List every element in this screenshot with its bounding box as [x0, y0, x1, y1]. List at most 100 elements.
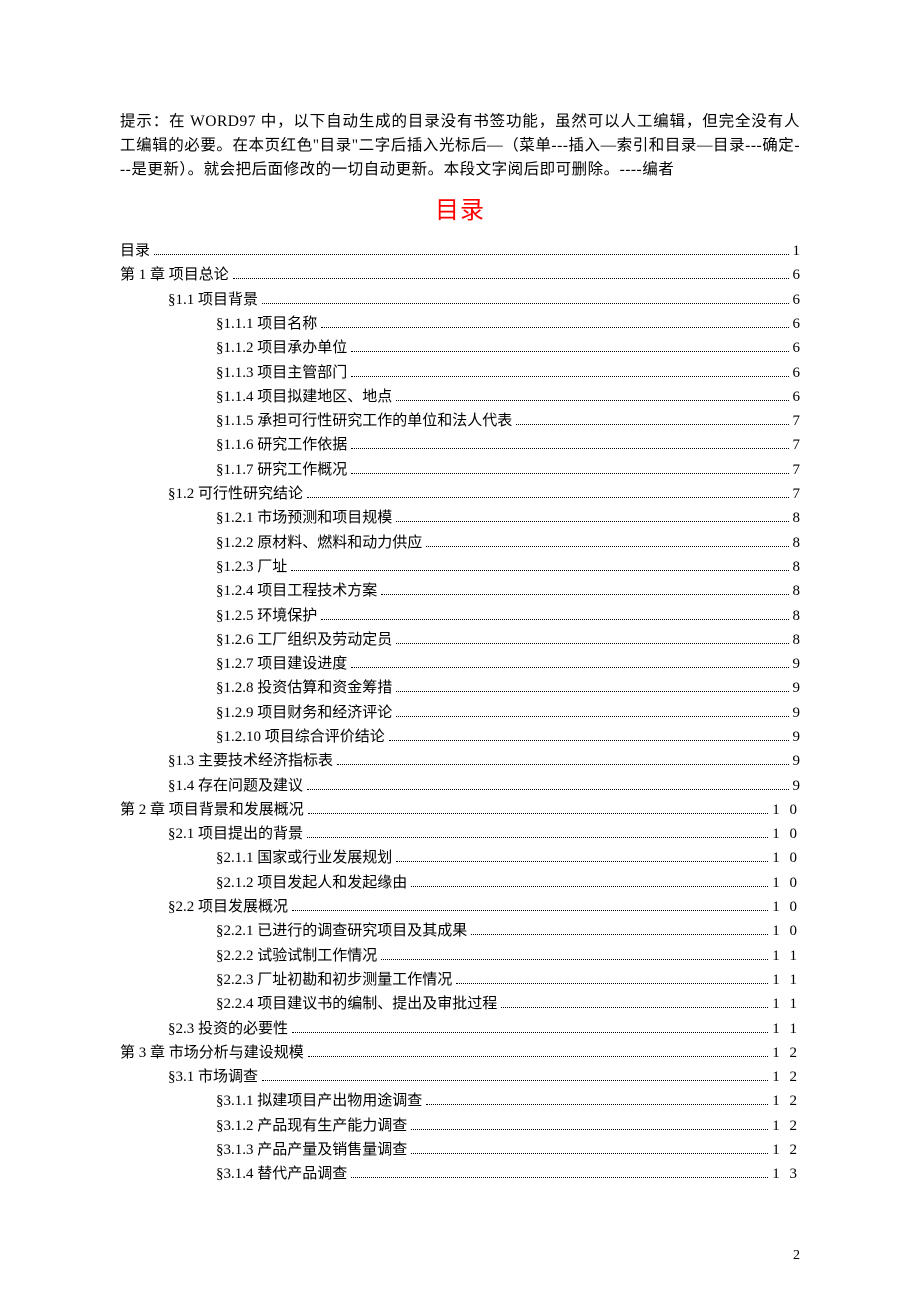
toc-entry[interactable]: §2.2.4 项目建议书的编制、提出及审批过程 1 1 — [120, 992, 800, 1016]
toc-entry-page: 1 2 — [772, 1089, 800, 1113]
toc-entry-page: 1 1 — [772, 968, 800, 992]
toc-entry[interactable]: 第 2 章 项目背景和发展概况1 0 — [120, 798, 800, 822]
toc-entry[interactable]: §3.1.4 替代产品调查1 3 — [120, 1162, 800, 1186]
toc-leader-dots — [501, 1007, 768, 1008]
toc-entry-label: §1.2.4 项目工程技术方案 — [216, 579, 377, 603]
toc-leader-dots — [396, 691, 788, 692]
toc-entry[interactable]: §2.1.2 项目发起人和发起缘由1 0 — [120, 871, 800, 895]
toc-leader-dots — [396, 861, 768, 862]
toc-entry-label: §1.1.3 项目主管部门 — [216, 361, 347, 385]
toc-leader-dots — [291, 570, 788, 571]
toc-entry[interactable]: §1.2.9 项目财务和经济评论9 — [120, 701, 800, 725]
toc-entry[interactable]: 第 1 章 项目总论6 — [120, 263, 800, 287]
toc-entry-label: §1.1.7 研究工作概况 — [216, 458, 347, 482]
toc-entry[interactable]: §1.2.1 市场预测和项目规模8 — [120, 506, 800, 530]
toc-entry-label: §1.2.1 市场预测和项目规模 — [216, 506, 392, 530]
toc-entry-page: 1 3 — [772, 1162, 800, 1186]
toc-entry-page: 7 — [793, 458, 801, 482]
toc-leader-dots — [426, 1104, 768, 1105]
toc-entry-page: 1 2 — [772, 1041, 800, 1065]
toc-leader-dots — [262, 1080, 768, 1081]
toc-entry-page: 1 0 — [772, 871, 800, 895]
toc-entry-page: 1 0 — [772, 919, 800, 943]
toc-entry-label: §2.2.3 厂址初勘和初步测量工作情况 — [216, 968, 452, 992]
toc-entry[interactable]: §2.2.3 厂址初勘和初步测量工作情况 1 1 — [120, 968, 800, 992]
toc-leader-dots — [307, 837, 768, 838]
toc-entry-label: §1.2.8 投资估算和资金筹措 — [216, 676, 392, 700]
toc-entry-page: 6 — [793, 312, 801, 336]
toc-entry[interactable]: §3.1.2 产品现有生产能力调查1 2 — [120, 1114, 800, 1138]
toc-leader-dots — [396, 521, 788, 522]
toc-entry-page: 9 — [793, 774, 801, 798]
toc-entry[interactable]: §1.1.4 项目拟建地区、地点6 — [120, 385, 800, 409]
toc-entry[interactable]: §3.1.1 拟建项目产出物用途调查1 2 — [120, 1089, 800, 1113]
toc-leader-dots — [426, 546, 788, 547]
toc-entry[interactable]: §1.2.6 工厂组织及劳动定员8 — [120, 628, 800, 652]
toc-leader-dots — [351, 351, 788, 352]
toc-entry[interactable]: §1.2.2 原材料、燃料和动力供应8 — [120, 531, 800, 555]
toc-entry[interactable]: §2.1 项目提出的背景1 0 — [120, 822, 800, 846]
toc-leader-dots — [389, 740, 789, 741]
toc-entry[interactable]: §1.1.2 项目承办单位6 — [120, 336, 800, 360]
toc-entry-label: §1.3 主要技术经济指标表 — [168, 749, 333, 773]
toc-leader-dots — [381, 594, 788, 595]
toc-entry-label: §2.3 投资的必要性 — [168, 1017, 288, 1041]
toc-entry-page: 6 — [793, 336, 801, 360]
toc-entry[interactable]: §1.4 存在问题及建议 9 — [120, 774, 800, 798]
toc-entry-label: §1.1.5 承担可行性研究工作的单位和法人代表 — [216, 409, 512, 433]
toc-entry[interactable]: 目录1 — [120, 239, 800, 263]
toc-entry[interactable]: §2.2.2 试验试制工作情况1 1 — [120, 944, 800, 968]
toc-entry-page: 6 — [793, 385, 801, 409]
toc-entry-page: 9 — [793, 676, 801, 700]
toc-leader-dots — [321, 619, 788, 620]
toc-entry[interactable]: §1.2.5 环境保护8 — [120, 604, 800, 628]
toc-entry[interactable]: §1.1.5 承担可行性研究工作的单位和法人代表7 — [120, 409, 800, 433]
toc-entry-page: 7 — [793, 433, 801, 457]
toc-entry-label: §1.2 可行性研究结论 — [168, 482, 303, 506]
toc-entry[interactable]: §1.2 可行性研究结论7 — [120, 482, 800, 506]
toc-entry-page: 9 — [793, 652, 801, 676]
toc-entry[interactable]: §2.1.1 国家或行业发展规划1 0 — [120, 846, 800, 870]
toc-entry-page: 1 1 — [772, 992, 800, 1016]
toc-entry-label: 第 3 章 市场分析与建设规模 — [120, 1041, 304, 1065]
toc-entry[interactable]: §3.1 市场调查1 2 — [120, 1065, 800, 1089]
toc-entry[interactable]: §1.2.3 厂址8 — [120, 555, 800, 579]
toc-entry[interactable]: §2.2.1 已进行的调查研究项目及其成果1 0 — [120, 919, 800, 943]
toc-entry[interactable]: §3.1.3 产品产量及销售量调查1 2 — [120, 1138, 800, 1162]
toc-entry[interactable]: §1.2.7 项目建设进度9 — [120, 652, 800, 676]
toc-entry[interactable]: §2.2 项目发展概况1 0 — [120, 895, 800, 919]
toc-leader-dots — [308, 813, 768, 814]
toc-entry-label: §1.4 存在问题及建议 — [168, 774, 303, 798]
toc-entry-label: §2.2 项目发展概况 — [168, 895, 288, 919]
toc-entry[interactable]: §1.2.4 项目工程技术方案8 — [120, 579, 800, 603]
editor-note: 提示：在 WORD97 中，以下自动生成的目录没有书签功能，虽然可以人工编辑，但… — [120, 110, 800, 182]
toc-entry[interactable]: §2.3 投资的必要性1 1 — [120, 1017, 800, 1041]
toc-leader-dots — [351, 448, 788, 449]
toc-leader-dots — [351, 667, 788, 668]
toc-entry[interactable]: §1.1.7 研究工作概况 7 — [120, 458, 800, 482]
toc-leader-dots — [396, 400, 788, 401]
toc-leader-dots — [471, 934, 768, 935]
toc-leader-dots — [321, 327, 788, 328]
toc-entry-page: 9 — [793, 701, 801, 725]
toc-entry-label: 目录 — [120, 239, 150, 263]
toc-entry[interactable]: §1.2.10 项目综合评价结论9 — [120, 725, 800, 749]
toc-entry-label: §2.2.2 试验试制工作情况 — [216, 944, 377, 968]
toc-leader-dots — [351, 1177, 768, 1178]
toc-entry-label: §1.2.5 环境保护 — [216, 604, 317, 628]
toc-entry[interactable]: §1.1.3 项目主管部门 6 — [120, 361, 800, 385]
toc-entry[interactable]: §1.1 项目背景6 — [120, 288, 800, 312]
toc-entry[interactable]: §1.1.1 项目名称6 — [120, 312, 800, 336]
toc-entry[interactable]: §1.2.8 投资估算和资金筹措 9 — [120, 676, 800, 700]
toc-leader-dots — [516, 424, 788, 425]
toc-entry-label: 第 2 章 项目背景和发展概况 — [120, 798, 304, 822]
toc-entry-label: §2.1 项目提出的背景 — [168, 822, 303, 846]
toc-leader-dots — [292, 1032, 768, 1033]
toc-entry-label: §2.2.4 项目建议书的编制、提出及审批过程 — [216, 992, 497, 1016]
toc-entry[interactable]: §1.1.6 研究工作依据7 — [120, 433, 800, 457]
toc-entry[interactable]: §1.3 主要技术经济指标表9 — [120, 749, 800, 773]
toc-entry-page: 6 — [793, 361, 801, 385]
toc-leader-dots — [396, 643, 788, 644]
toc-entry[interactable]: 第 3 章 市场分析与建设规模 1 2 — [120, 1041, 800, 1065]
toc-entry-page: 1 2 — [772, 1065, 800, 1089]
